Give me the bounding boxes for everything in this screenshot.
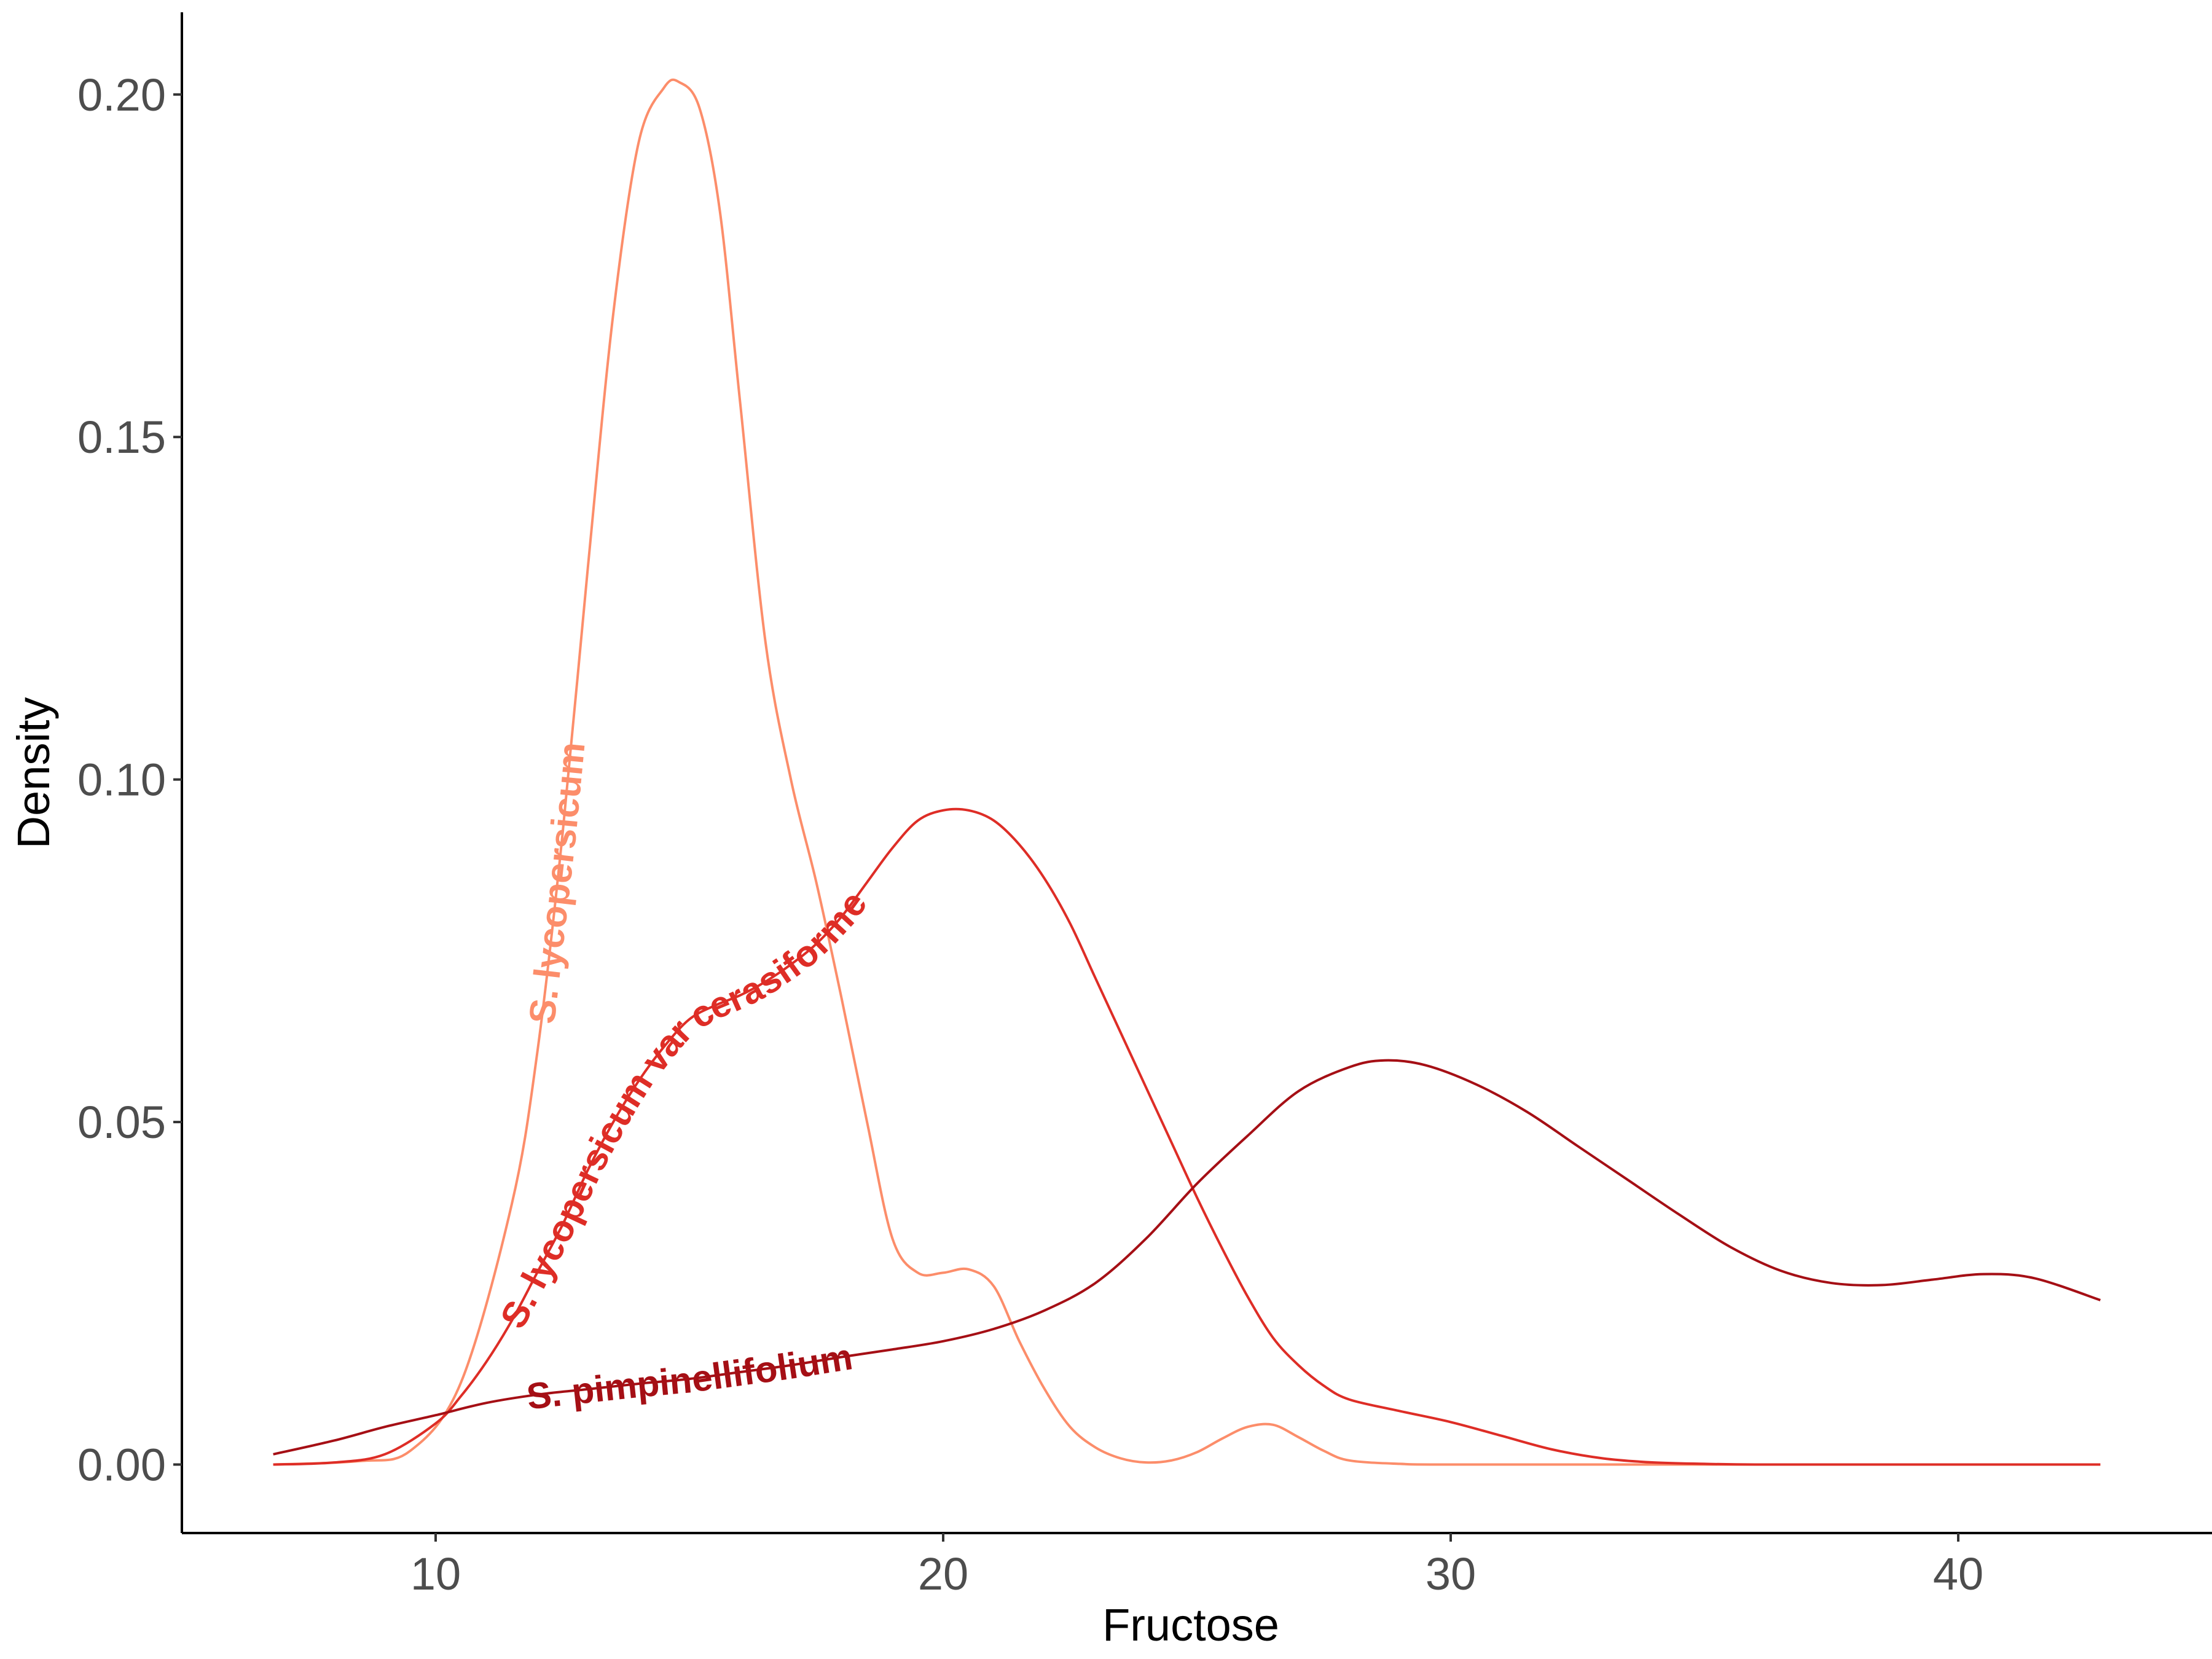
series-s-lycopersicum-line (273, 78, 2101, 1466)
y-axis-title: Density (8, 697, 59, 849)
y-tick-label: 0.05 (77, 1097, 166, 1148)
y-tick-label: 0.15 (77, 412, 166, 463)
y-tick-label: 0.20 (77, 69, 166, 120)
series-s-pimpinellifolium-line (273, 1059, 2101, 1456)
y-tick-label: 0.00 (77, 1440, 166, 1491)
series-s-lycopersicum-var-cerasiforme-line (273, 807, 2101, 1466)
x-tick-label: 20 (918, 1548, 968, 1599)
x-axis-title: Fructose (1102, 1599, 1279, 1650)
x-tick-label: 30 (1426, 1548, 1476, 1599)
density-curves (273, 78, 2101, 1466)
x-tick-label: 40 (1933, 1548, 1983, 1599)
curve-label-text: S. lycopersicum (521, 740, 592, 1026)
y-tick-label: 0.10 (77, 755, 166, 806)
curve-label-s-pimpinellifolium: S. pimpinellifolium (524, 1336, 855, 1418)
curve-label-text: S. pimpinellifolium (524, 1336, 855, 1418)
curve-label-s-lycopersicum: S. lycopersicum (521, 740, 592, 1026)
y-axis-ticks: 0.00 0.05 0.10 0.15 0.20 (77, 69, 182, 1491)
x-axis-ticks: 10 20 30 40 (410, 1533, 1983, 1599)
x-tick-label: 10 (410, 1548, 461, 1599)
